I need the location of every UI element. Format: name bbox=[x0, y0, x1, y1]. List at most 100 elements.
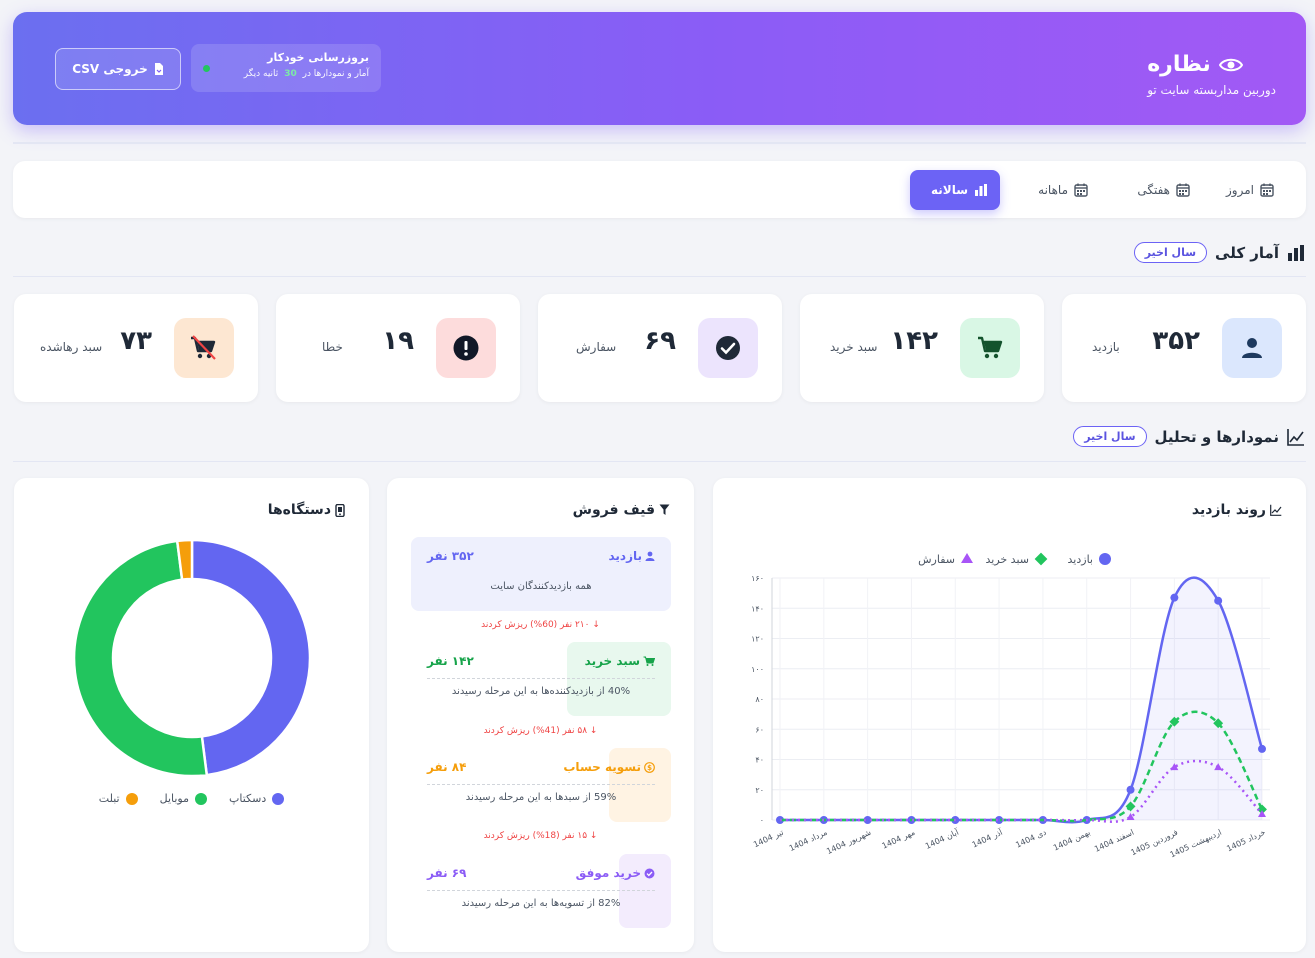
legend-item-tablet[interactable]: تبلت bbox=[99, 792, 138, 805]
funnel-stage-bar bbox=[567, 642, 671, 716]
legend-item-desktop[interactable]: دسکتاپ bbox=[229, 792, 285, 805]
stat-label: سبد رهاشده bbox=[40, 340, 103, 354]
stat-label: بازدید bbox=[1092, 340, 1120, 354]
data-point bbox=[1257, 804, 1267, 815]
y-tick-label: ۱۰۰ bbox=[751, 665, 764, 674]
stat-icon-box bbox=[1222, 318, 1282, 378]
analytics-period-badge[interactable]: سال اخیر bbox=[1073, 426, 1147, 447]
overview-divider bbox=[13, 276, 1306, 277]
funnel-stage-count: ۳۵۲ نفر bbox=[427, 549, 474, 563]
y-tick-label: ۱۶۰ bbox=[751, 574, 764, 583]
legend-label: سبد خرید bbox=[985, 553, 1029, 566]
funnel-drop-2: ↓ ۵۸ نفر (41%) ریزش کردند bbox=[483, 726, 598, 736]
funnel-stage-desc: 59% از سبدها به این مرحله رسیدند bbox=[465, 792, 617, 803]
legend-item-0: بازدید bbox=[1068, 553, 1111, 566]
stat-card-cart: ۱۴۲ سبد خرید bbox=[800, 294, 1044, 402]
data-point bbox=[1125, 801, 1136, 812]
x-tick-label: آبان 1404 bbox=[924, 826, 961, 850]
y-tick-label: ۱۲۰ bbox=[751, 635, 764, 644]
filter-icon bbox=[659, 504, 670, 515]
analytics-divider bbox=[13, 461, 1306, 462]
tab-monthly[interactable]: ماهانه bbox=[1026, 170, 1100, 210]
y-tick-label: ۴۰ bbox=[755, 756, 764, 765]
abandoned-cart-icon bbox=[191, 335, 216, 360]
export-csv-button[interactable]: خروجی CSV bbox=[55, 48, 181, 90]
overview-section-header: آمار کلی سال اخیر bbox=[1133, 242, 1305, 263]
dollar-circle-icon: $ bbox=[644, 761, 655, 773]
funnel-drop-1: ↓ ۲۱۰ نفر (60%) ریزش کردند bbox=[481, 620, 600, 630]
stat-label: خطا bbox=[322, 340, 343, 354]
visit-trend-title: روند بازدید bbox=[1191, 502, 1266, 518]
brand: نظاره دوربین مداربسته سایت تو bbox=[1147, 52, 1276, 97]
funnel-title: قیف فروش bbox=[572, 502, 655, 518]
stat-icon-box bbox=[436, 318, 496, 378]
stat-card-abandoned: ۷۳ سبد رهاشده bbox=[14, 294, 258, 402]
funnel-stage-count: ۶۹ نفر bbox=[427, 866, 467, 880]
funnel-stage-cart: سبد خرید ۱۴۲ نفر 40% از بازدیدکننده‌ها ب… bbox=[411, 642, 671, 716]
devices-donut-chart bbox=[72, 538, 312, 778]
tab-yearly[interactable]: سالانه bbox=[910, 170, 1000, 210]
funnel-separator bbox=[427, 678, 655, 679]
legend-swatch bbox=[125, 792, 138, 805]
overview-title: آمار کلی bbox=[1215, 243, 1279, 262]
stat-icon-box bbox=[174, 318, 234, 378]
data-point bbox=[1214, 763, 1223, 771]
x-tick-label: خرداد 1405 bbox=[1225, 828, 1267, 854]
stat-card-visits: ۳۵۲ بازدید bbox=[1062, 294, 1306, 402]
eye-icon bbox=[1218, 58, 1243, 71]
stat-icon-box bbox=[960, 318, 1020, 378]
devices-card: دستگاه‌ها دسکتاپ موبایل تبلت bbox=[14, 478, 369, 952]
sales-funnel-card: قیف فروش بازدید ۳۵۲ نفر همه بازدیدکنندگا… bbox=[387, 478, 694, 952]
calendar-icon bbox=[1176, 183, 1190, 197]
funnel-stage-desc: همه بازدیدکنندگان سایت bbox=[490, 581, 592, 592]
legend-swatch bbox=[195, 792, 207, 805]
y-tick-label: ۱۴۰ bbox=[751, 604, 764, 613]
line-chart-icon bbox=[1287, 428, 1304, 446]
legend-label: دسکتاپ bbox=[229, 792, 267, 805]
y-tick-label: ۲۰ bbox=[755, 786, 764, 795]
series-line-2 bbox=[780, 759, 1263, 823]
data-point bbox=[1170, 593, 1179, 602]
legend-swatch bbox=[272, 792, 285, 805]
data-point bbox=[1170, 763, 1179, 771]
data-point bbox=[1258, 809, 1266, 817]
mobile-icon bbox=[335, 503, 345, 517]
stat-value: ۱۹ bbox=[382, 326, 414, 356]
y-tick-label: ۸۰ bbox=[755, 695, 764, 704]
devices-title: دستگاه‌ها bbox=[267, 502, 331, 518]
legend-item-2: سفارش bbox=[918, 553, 973, 566]
stat-card-errors: ۱۹ خطا bbox=[276, 294, 520, 402]
tab-weekly[interactable]: هفتگی bbox=[1125, 170, 1202, 210]
auto-update-countdown: آمار و نمودارها در 30 ثانیه دیگر bbox=[203, 69, 369, 79]
stat-value: ۱۴۲ bbox=[890, 326, 938, 356]
bar-chart-icon bbox=[1288, 244, 1304, 261]
calendar-icon bbox=[1260, 183, 1274, 197]
legend-item-mobile[interactable]: موبایل bbox=[160, 792, 207, 805]
data-point bbox=[1214, 596, 1223, 605]
x-tick-label: آذر 1404 bbox=[970, 826, 1004, 849]
funnel-separator bbox=[427, 890, 655, 891]
donut-slice-2 bbox=[175, 538, 194, 582]
legend-marker bbox=[1099, 553, 1111, 565]
x-tick-label: بهمن 1404 bbox=[1052, 828, 1092, 853]
overview-period-badge[interactable]: سال اخیر bbox=[1133, 242, 1208, 263]
data-point bbox=[1169, 716, 1180, 727]
legend-item-1: سبد خرید bbox=[985, 552, 1048, 566]
funnel-drop-3: ↓ ۱۵ نفر (18%) ریزش کردند bbox=[483, 831, 598, 841]
stat-label: سفارش bbox=[576, 340, 617, 354]
check-circle-icon bbox=[644, 868, 655, 878]
stat-card-orders: ۶۹ سفارش bbox=[538, 294, 782, 402]
visit-trend-card: روند بازدید ۰ ۲۰ ۴۰ ۶۰ ۸۰ ۱۰۰ ۱۲۰ ۱۴۰ ۱۶۰ تیر 140… bbox=[713, 478, 1306, 952]
funnel-stage-desc: 82% از تسویه‌ها به این مرحله رسیدند bbox=[461, 898, 621, 909]
funnel-stage-visits: بازدید ۳۵۲ نفر همه بازدیدکنندگان سایت bbox=[411, 537, 671, 611]
user-icon bbox=[645, 551, 655, 561]
tab-monthly-label: ماهانه bbox=[1038, 183, 1068, 197]
period-tabs: امروز هفتگی ماهانه سالانه bbox=[13, 161, 1306, 218]
x-tick-label: تیر 1404 bbox=[752, 828, 785, 850]
calendar-icon bbox=[1074, 183, 1088, 197]
funnel-stage-name: بازدید bbox=[608, 549, 655, 563]
tab-today[interactable]: امروز bbox=[1214, 170, 1286, 210]
funnel-stage-name: خرید موفق bbox=[576, 866, 655, 880]
export-csv-label: خروجی CSV bbox=[72, 62, 148, 76]
funnel-stage-checkout: $ تسویه حساب ۸۴ نفر 59% از سبدها به این … bbox=[411, 748, 671, 822]
